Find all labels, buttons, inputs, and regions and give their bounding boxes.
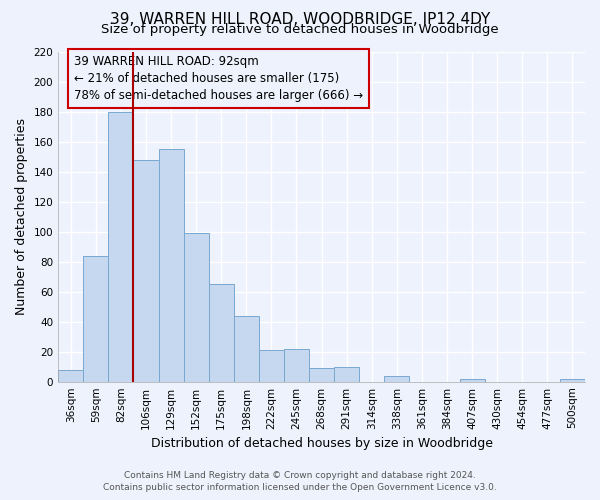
Bar xyxy=(234,316,259,382)
Bar xyxy=(184,233,209,382)
Bar xyxy=(158,149,184,382)
Bar xyxy=(209,284,234,382)
Bar xyxy=(309,368,334,382)
X-axis label: Distribution of detached houses by size in Woodbridge: Distribution of detached houses by size … xyxy=(151,437,493,450)
Text: Size of property relative to detached houses in Woodbridge: Size of property relative to detached ho… xyxy=(101,22,499,36)
Bar xyxy=(133,160,158,382)
Text: 39 WARREN HILL ROAD: 92sqm
← 21% of detached houses are smaller (175)
78% of sem: 39 WARREN HILL ROAD: 92sqm ← 21% of deta… xyxy=(74,55,363,102)
Bar xyxy=(259,350,284,382)
Bar xyxy=(460,378,485,382)
Bar xyxy=(334,366,359,382)
Bar xyxy=(284,348,309,382)
Bar xyxy=(83,256,109,382)
Text: 39, WARREN HILL ROAD, WOODBRIDGE, IP12 4DY: 39, WARREN HILL ROAD, WOODBRIDGE, IP12 4… xyxy=(110,12,490,28)
Bar xyxy=(109,112,133,382)
Text: Contains HM Land Registry data © Crown copyright and database right 2024.
Contai: Contains HM Land Registry data © Crown c… xyxy=(103,471,497,492)
Y-axis label: Number of detached properties: Number of detached properties xyxy=(15,118,28,315)
Bar xyxy=(58,370,83,382)
Bar xyxy=(560,378,585,382)
Bar xyxy=(385,376,409,382)
